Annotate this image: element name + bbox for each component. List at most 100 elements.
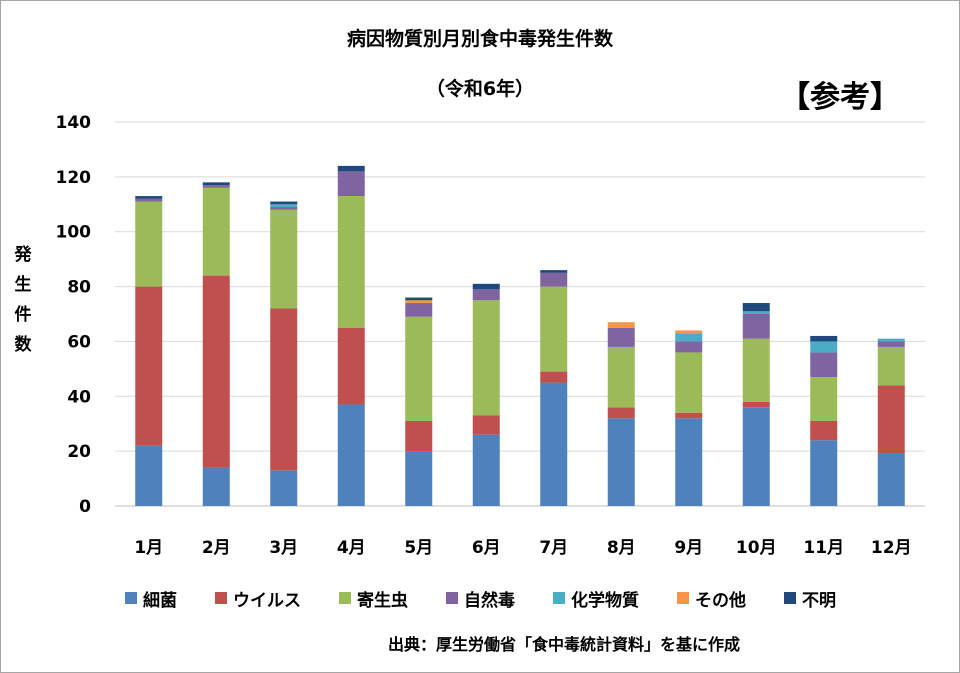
y-tick-label: 120	[56, 168, 92, 188]
bar-segment	[742, 303, 770, 312]
y-axis-label-char: 数	[14, 335, 32, 355]
x-tick-label: 7月	[539, 538, 568, 558]
bar-segment	[135, 201, 163, 287]
x-tick-label: 4月	[337, 538, 366, 558]
legend-label: 不明	[802, 590, 836, 611]
bar-segment	[742, 311, 770, 314]
bar-segment	[202, 185, 230, 188]
bar-segment	[405, 451, 433, 506]
legend-item: ウイルス	[215, 586, 301, 611]
legend-swatch	[339, 592, 351, 604]
bar-segment	[405, 300, 433, 304]
bar-segment	[540, 286, 568, 372]
legend-swatch	[553, 592, 565, 604]
legend-item: その他	[677, 586, 746, 611]
bar-segment	[270, 204, 298, 208]
bar-segment	[472, 300, 500, 416]
source-note: 出典：厚生労働省「食中毒統計資料」を基に作成	[388, 635, 741, 654]
legend-label: ウイルス	[233, 590, 301, 611]
chart-subtitle: （令和6年）	[425, 78, 535, 100]
y-tick-label: 100	[56, 223, 92, 243]
bar-segment	[810, 420, 838, 441]
x-tick-label: 1月	[134, 538, 163, 558]
bar-segment	[810, 335, 838, 342]
x-tick-label: 12月	[871, 538, 912, 558]
legend-swatch	[446, 592, 458, 604]
bar-segment	[405, 303, 433, 317]
bar-segment	[540, 270, 568, 273]
bar-segment	[472, 434, 500, 506]
bar-segment	[607, 407, 635, 419]
bar-segment	[810, 440, 838, 506]
y-axis-label-char: 件	[14, 305, 32, 325]
x-tick-label: 9月	[674, 538, 703, 558]
bar-segment	[202, 187, 230, 276]
legend-item: 不明	[784, 586, 836, 611]
legend-item: 自然毒	[446, 586, 515, 611]
x-tick-label: 6月	[472, 538, 501, 558]
bar-segment	[337, 165, 365, 172]
reference-badge: 【参考】	[780, 80, 900, 115]
x-tick-label: 8月	[607, 538, 636, 558]
bar-segment	[810, 341, 838, 353]
bar-segment	[877, 453, 905, 506]
bar-segment	[405, 316, 433, 421]
bar-segment	[540, 272, 568, 287]
x-tick-label: 3月	[269, 538, 298, 558]
y-tick-label: 20	[67, 442, 91, 462]
chart-title: 病因物質別月別食中毒発生件数	[346, 28, 613, 50]
bar-segment	[270, 207, 298, 210]
legend-swatch	[125, 592, 137, 604]
bar-segment	[540, 371, 568, 383]
bar-segment	[472, 289, 500, 301]
bar-segment	[405, 297, 433, 301]
bar-segment	[675, 341, 703, 353]
bar-segment	[675, 412, 703, 419]
bar-segment	[877, 385, 905, 454]
bar-segment	[202, 275, 230, 468]
legend-label: 自然毒	[464, 590, 515, 611]
legend-label: その他	[695, 590, 746, 611]
legend-swatch	[784, 592, 796, 604]
y-tick-label: 80	[67, 278, 91, 298]
x-tick-label: 2月	[202, 538, 231, 558]
bar-segment	[675, 330, 703, 334]
x-tick-label: 11月	[803, 538, 844, 558]
bar-segment	[202, 182, 230, 186]
y-tick-label: 140	[56, 113, 92, 133]
legend-label: 細菌	[143, 590, 177, 611]
bar-segment	[270, 201, 298, 205]
bar-segment	[135, 198, 163, 202]
bar-segment	[877, 346, 905, 386]
bar-segment	[742, 314, 770, 339]
bar-segment	[270, 470, 298, 506]
legend-label: 寄生虫	[357, 590, 408, 611]
bar-segment	[607, 418, 635, 506]
bar-segment	[607, 346, 635, 408]
bar-segment	[877, 338, 905, 342]
bar-segment	[675, 352, 703, 413]
bar-segment	[675, 333, 703, 342]
bar-segment	[135, 445, 163, 506]
bar-segment	[337, 327, 365, 405]
bar-segment	[810, 377, 838, 421]
legend-item: 細菌	[125, 586, 177, 611]
y-tick-label: 0	[79, 497, 91, 517]
y-tick-label: 40	[67, 387, 91, 407]
bar-segment	[135, 196, 163, 199]
legend: 細菌 ウイルス 寄生虫 自然毒 化学物質 その他 不明	[125, 586, 925, 611]
bar-segment	[270, 209, 298, 309]
y-axis-label-char: 生	[14, 275, 32, 295]
y-axis-label: 発 生 件 数	[10, 240, 36, 360]
bar-segment	[472, 283, 500, 290]
bar-segment	[270, 308, 298, 471]
bar-segment	[742, 407, 770, 506]
bar-segment	[405, 420, 433, 452]
bar-segment	[540, 382, 568, 506]
y-axis-label-char: 発	[14, 245, 32, 265]
bar-segment	[135, 286, 163, 446]
legend-swatch	[215, 592, 227, 604]
legend-item: 化学物質	[553, 586, 639, 611]
bar-segment	[337, 196, 365, 328]
